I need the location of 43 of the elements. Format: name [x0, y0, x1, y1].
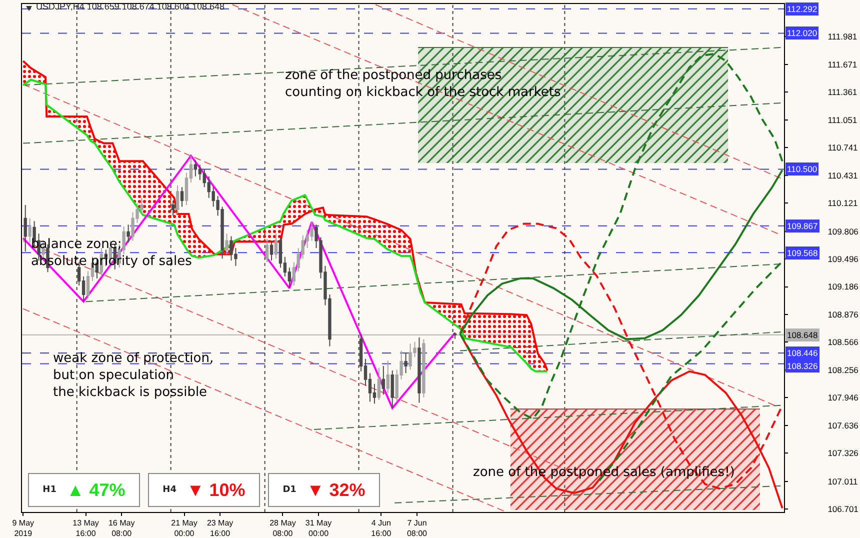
ref-line-label: 109.867 [787, 221, 818, 231]
category-label: H1 [42, 485, 56, 495]
y-tick-label: 111.051 [828, 114, 858, 125]
indicator-panel: D1 ▼ 32% [268, 473, 380, 507]
y-tick-label: 107.946 [828, 392, 859, 403]
ref-line-label: 112.020 [787, 28, 818, 38]
indicator-panel: H4 ▼ 10% [148, 473, 260, 507]
y-tick-label: 107.011 [828, 476, 858, 486]
y-tick-label: 108.876 [828, 309, 859, 320]
y-tick-label: 110.741 [828, 142, 858, 153]
y-tick-label: 111.361 [828, 87, 858, 98]
y-tick-label: 107.636 [828, 420, 859, 430]
y-tick-label: 109.806 [828, 226, 859, 236]
y-tick-label: 108.256 [828, 364, 859, 375]
x-tick-label: 21 May 00:00 [171, 518, 198, 538]
y-tick-label: 110.121 [828, 198, 858, 208]
x-tick-label: 31 May 00:00 [305, 518, 332, 538]
x-tick-label: 7 Jun 08:00 [406, 518, 428, 538]
y-tick-label: 109.496 [828, 254, 859, 264]
ref-line-label: 108.326 [787, 361, 818, 371]
y-tick-label: 109.186 [828, 282, 859, 292]
indicator-panel: H1 ▲ 47% [28, 473, 140, 507]
y-tick-label: 111.671 [828, 59, 858, 70]
y-tick-label: 106.701 [828, 504, 859, 514]
y-tick-label: 108.566 [828, 337, 859, 348]
ref-line-label: 108.446 [787, 348, 818, 358]
category-label: D1 [282, 485, 296, 495]
y-tick-label: 111.981 [828, 32, 858, 42]
y-tick-label: 110.431 [828, 170, 858, 180]
x-tick-label: 9 May 2019 [12, 518, 34, 538]
ref-line-label: 109.568 [787, 248, 818, 258]
category-label: H4 [162, 485, 176, 495]
ref-line-label: 110.500 [787, 164, 818, 174]
ref-line-label: 112.292 [787, 4, 818, 14]
chart-title: USDJPY,H4 108.659 108.674 108.604 108.648 [36, 1, 224, 12]
x-tick-label: 28 May 08:00 [270, 518, 296, 538]
x-tick-label: 4 Jun 16:00 [371, 518, 392, 538]
y-tick-label: 107.326 [828, 448, 859, 458]
annotation: weak zone of protection, but on speculation the kickback is possible [53, 351, 214, 400]
x-tick-label: 23 May 16:00 [206, 518, 234, 538]
x-tick-label: 16 May 08:00 [108, 518, 135, 538]
ref-line-label: 108.648 [787, 330, 818, 340]
x-tick-label: 13 May 16:00 [72, 518, 99, 538]
